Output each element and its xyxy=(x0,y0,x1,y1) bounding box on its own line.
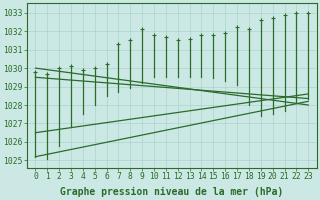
X-axis label: Graphe pression niveau de la mer (hPa): Graphe pression niveau de la mer (hPa) xyxy=(60,186,284,197)
